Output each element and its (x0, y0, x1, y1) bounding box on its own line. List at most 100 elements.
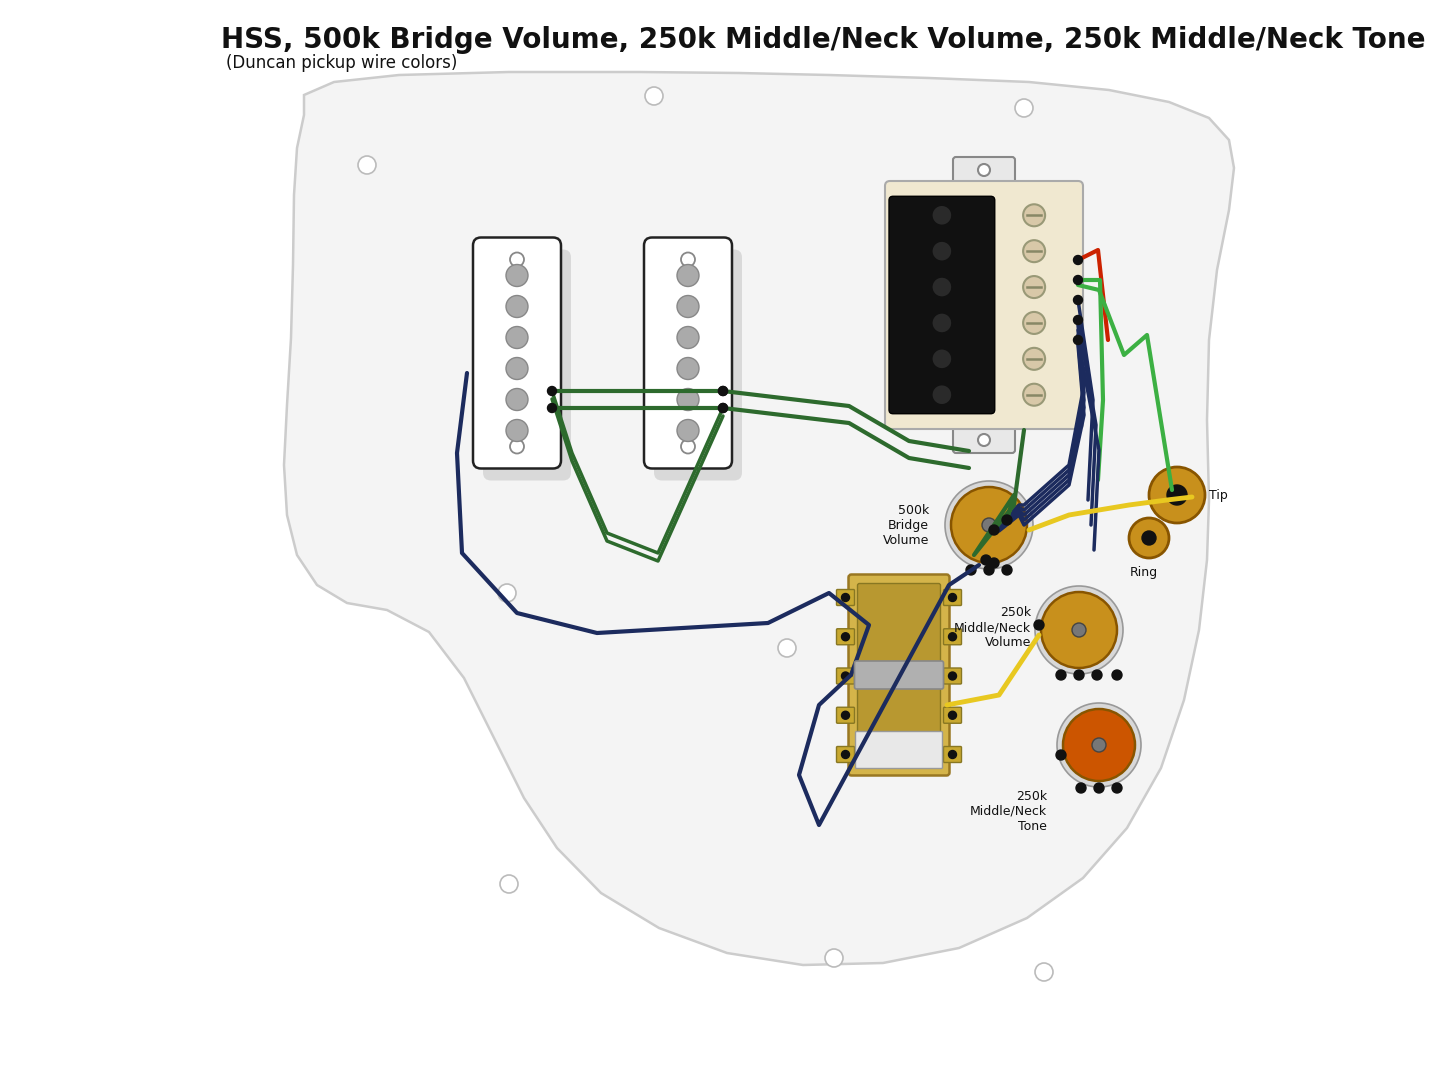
Circle shape (1022, 204, 1045, 227)
Circle shape (510, 440, 523, 454)
Circle shape (677, 326, 699, 349)
Circle shape (949, 672, 956, 680)
Circle shape (932, 205, 952, 226)
FancyBboxPatch shape (837, 629, 854, 645)
Circle shape (506, 419, 528, 442)
Circle shape (1022, 276, 1045, 298)
Circle shape (506, 326, 528, 349)
Circle shape (932, 278, 952, 297)
Circle shape (932, 241, 952, 261)
Circle shape (1035, 586, 1123, 674)
Circle shape (978, 164, 989, 176)
Circle shape (949, 712, 956, 719)
FancyBboxPatch shape (943, 669, 962, 684)
Circle shape (951, 487, 1027, 563)
Circle shape (719, 387, 728, 395)
Circle shape (841, 712, 850, 719)
Circle shape (1015, 99, 1032, 117)
Circle shape (677, 389, 699, 410)
Text: 250k
Middle/Neck
Volume: 250k Middle/Neck Volume (953, 607, 1031, 649)
Circle shape (677, 296, 699, 318)
Circle shape (1168, 485, 1186, 505)
Circle shape (506, 296, 528, 318)
Circle shape (719, 387, 728, 395)
FancyBboxPatch shape (943, 707, 962, 724)
Circle shape (682, 440, 695, 454)
Circle shape (1091, 738, 1106, 752)
Circle shape (1076, 783, 1086, 793)
Circle shape (981, 555, 991, 565)
FancyBboxPatch shape (837, 669, 854, 684)
Circle shape (1002, 565, 1012, 575)
Circle shape (932, 349, 952, 369)
Circle shape (677, 357, 699, 379)
Circle shape (1112, 783, 1122, 793)
Circle shape (548, 404, 557, 413)
Circle shape (719, 404, 728, 413)
Text: 500k
Bridge
Volume: 500k Bridge Volume (883, 503, 929, 546)
Circle shape (945, 481, 1032, 569)
Circle shape (548, 387, 557, 395)
Circle shape (1071, 623, 1086, 637)
Circle shape (1057, 703, 1140, 787)
FancyBboxPatch shape (889, 197, 995, 414)
Text: (Duncan pickup wire colors): (Duncan pickup wire colors) (226, 54, 457, 72)
FancyBboxPatch shape (837, 746, 854, 762)
Circle shape (1055, 670, 1066, 680)
Circle shape (825, 949, 843, 967)
Circle shape (500, 875, 518, 893)
Circle shape (1094, 783, 1104, 793)
FancyBboxPatch shape (654, 249, 742, 481)
Circle shape (506, 265, 528, 286)
Circle shape (1142, 531, 1156, 545)
Circle shape (1074, 315, 1083, 324)
FancyBboxPatch shape (943, 590, 962, 606)
Circle shape (1022, 240, 1045, 262)
Circle shape (984, 565, 994, 575)
Circle shape (719, 404, 728, 413)
Text: HSS, 500k Bridge Volume, 250k Middle/Neck Volume, 250k Middle/Neck Tone: HSS, 500k Bridge Volume, 250k Middle/Nec… (221, 26, 1425, 54)
FancyBboxPatch shape (848, 575, 949, 775)
Circle shape (778, 639, 797, 657)
Circle shape (949, 751, 956, 758)
FancyBboxPatch shape (953, 157, 1015, 183)
FancyBboxPatch shape (483, 249, 571, 481)
Circle shape (506, 357, 528, 379)
Circle shape (841, 672, 850, 680)
FancyBboxPatch shape (473, 238, 561, 469)
Text: Ring: Ring (1130, 566, 1158, 579)
Circle shape (989, 558, 999, 568)
Circle shape (682, 253, 695, 267)
Circle shape (932, 384, 952, 405)
Circle shape (989, 525, 999, 535)
FancyBboxPatch shape (837, 590, 854, 606)
Circle shape (932, 313, 952, 333)
Circle shape (358, 156, 375, 174)
Circle shape (1041, 592, 1117, 669)
Circle shape (1074, 275, 1083, 284)
Circle shape (841, 751, 850, 758)
Circle shape (1035, 963, 1053, 981)
Circle shape (1074, 670, 1084, 680)
Circle shape (646, 87, 663, 105)
Circle shape (1129, 518, 1169, 558)
Circle shape (1149, 467, 1205, 523)
Circle shape (978, 434, 989, 446)
Circle shape (949, 594, 956, 602)
Circle shape (1022, 348, 1045, 369)
Circle shape (498, 584, 516, 602)
Circle shape (982, 518, 997, 532)
FancyBboxPatch shape (856, 731, 942, 769)
Circle shape (1002, 515, 1012, 525)
FancyBboxPatch shape (884, 181, 1083, 429)
Circle shape (1034, 620, 1044, 630)
Text: 250k
Middle/Neck
Tone: 250k Middle/Neck Tone (969, 789, 1047, 833)
Circle shape (510, 253, 523, 267)
Circle shape (949, 633, 956, 640)
Circle shape (677, 265, 699, 286)
Circle shape (1074, 296, 1083, 305)
Circle shape (1022, 383, 1045, 406)
FancyBboxPatch shape (953, 427, 1015, 453)
FancyBboxPatch shape (943, 629, 962, 645)
Circle shape (1091, 670, 1102, 680)
